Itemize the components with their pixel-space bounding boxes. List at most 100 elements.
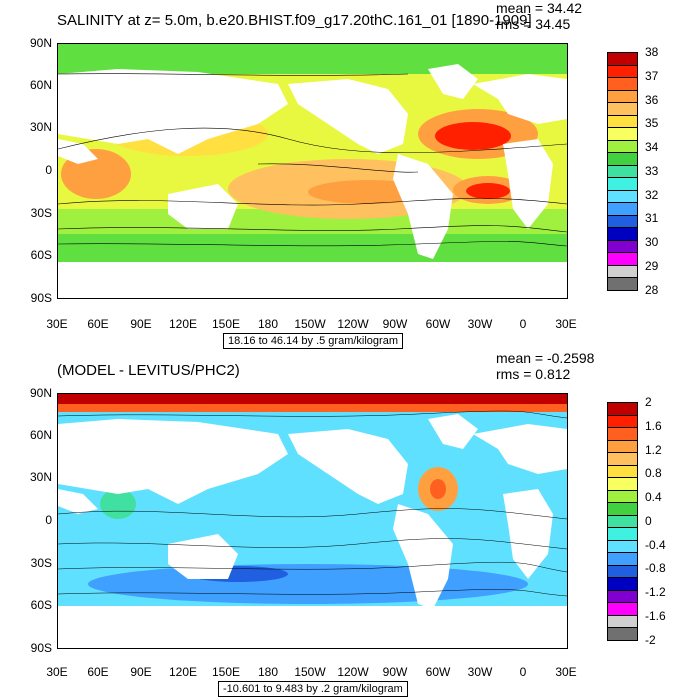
colorbar-box: [608, 428, 637, 441]
colorbar-box: [608, 253, 637, 266]
panel2-xtick: 60E: [87, 665, 109, 679]
colorbar-box: [608, 615, 637, 628]
colorbar-label: 28: [645, 282, 659, 297]
panel2-title: (MODEL - LEVITUS/PHC2): [57, 362, 240, 379]
colorbar-label: 35: [645, 116, 659, 131]
panel1-range-note: 18.16 to 46.14 by .5 gram/kilogram: [223, 333, 403, 349]
panel1-ytick: 30N: [29, 120, 52, 134]
colorbar-box: [608, 53, 637, 66]
colorbar-box: [608, 503, 637, 516]
panel1-ytick: 60N: [29, 78, 52, 92]
panel1-xtick: 30E: [555, 317, 577, 331]
panel1-xtick: 60W: [425, 317, 451, 331]
colorbar-box: [608, 103, 637, 116]
panel1-xtick: 30W: [467, 317, 493, 331]
colorbar-label: 29: [645, 258, 659, 273]
panel2-xtick: 30E: [46, 665, 68, 679]
colorbar-box: [608, 415, 637, 428]
panel1-xtick: 90W: [382, 317, 408, 331]
colorbar-box: [608, 490, 637, 503]
panel2-xtick: 90E: [130, 665, 152, 679]
panel2-ytick: 30N: [29, 470, 52, 484]
panel1-ytick: 60S: [30, 248, 52, 262]
colorbar-box: [608, 190, 637, 203]
colorbar-label: 0.8: [645, 466, 662, 481]
colorbar-label: -0.8: [645, 561, 666, 576]
colorbar-box: [608, 603, 637, 616]
panel2-xtick: 120E: [168, 665, 198, 679]
colorbar-label: 32: [645, 187, 659, 202]
colorbar-box: [608, 540, 637, 553]
panel2-ytick: 0: [45, 513, 52, 527]
colorbar-label: 1.6: [645, 418, 662, 433]
panel1-rms: rms = 34.45: [496, 16, 571, 32]
panel1-xtick: 60E: [87, 317, 109, 331]
panel2-ytick: 60S: [30, 598, 52, 612]
colorbar-box: [608, 478, 637, 491]
colorbar-label: 33: [645, 163, 659, 178]
colorbar-box: [608, 403, 637, 416]
panel2-xtick: 120W: [337, 665, 369, 679]
colorbar-box: [608, 215, 637, 228]
colorbar-box: [608, 240, 637, 253]
panel1-ytick: 30S: [30, 206, 52, 220]
panel1-ytick: 90S: [30, 291, 52, 305]
panel1-xtick: 180: [257, 317, 279, 331]
colorbar-label: -0.4: [645, 537, 666, 552]
panel1-xtick: 150E: [211, 317, 241, 331]
colorbar-box: [608, 140, 637, 153]
colorbar-label: -1.2: [645, 585, 666, 599]
colorbar-label: 0: [645, 513, 652, 528]
colorbar-label: 36: [645, 92, 659, 107]
colorbar-label: -2: [645, 632, 656, 647]
panel2-colorbar: [607, 402, 638, 641]
colorbar-box: [608, 228, 637, 241]
colorbar-label: 38: [645, 45, 659, 59]
colorbar-box: [608, 590, 637, 603]
panel2-ytick: 30S: [30, 556, 52, 570]
panel2-xtick: 150W: [294, 665, 326, 679]
panel1-colorbar: [607, 52, 638, 291]
colorbar-box: [608, 65, 637, 78]
colorbar-box: [608, 453, 637, 466]
colorbar-box: [608, 515, 637, 528]
panel2-xtick: 30E: [555, 665, 577, 679]
colorbar-label: 0.4: [645, 490, 662, 504]
panel2-xtick: 150E: [211, 665, 241, 679]
panel2-xtick: 0: [519, 665, 527, 679]
colorbar-box: [608, 128, 637, 141]
panel1-mean: mean = 34.42: [496, 0, 583, 16]
colorbar-box: [608, 203, 637, 216]
colorbar-box: [608, 440, 637, 453]
panel1-ytick: 0: [45, 163, 52, 177]
panel1-title: SALINITY at z= 5.0m, b.e20.BHIST.f09_g17…: [57, 12, 532, 29]
colorbar-box: [608, 265, 637, 278]
colorbar-label: 30: [645, 235, 659, 249]
panel2-range-note: -10.601 to 9.483 by .2 gram/kilogram: [218, 681, 408, 697]
colorbar-box: [608, 153, 637, 166]
colorbar-label: 2: [645, 395, 652, 409]
colorbar-box: [608, 90, 637, 103]
colorbar-label: -1.6: [645, 608, 666, 623]
panel2-ytick: 60N: [29, 428, 52, 442]
panel1-xtick: 150W: [294, 317, 326, 331]
panel2-xtick: 60W: [425, 665, 451, 679]
panel1-xtick: 120E: [168, 317, 198, 331]
panel2-map: [57, 393, 568, 649]
colorbar-label: 37: [645, 68, 659, 83]
panel2-xtick: 180: [257, 665, 279, 679]
panel1-map: [57, 43, 568, 299]
colorbar-label: 31: [645, 211, 659, 226]
colorbar-box: [608, 553, 637, 566]
colorbar-box: [608, 178, 637, 191]
colorbar-box: [608, 278, 637, 290]
panel1-xtick: 90E: [130, 317, 152, 331]
panel1-xtick: 120W: [337, 317, 369, 331]
colorbar-label: 34: [645, 140, 659, 154]
colorbar-label: 1.2: [645, 442, 662, 457]
colorbar-box: [608, 565, 637, 578]
panel2-ytick: 90N: [29, 386, 52, 400]
panel2-ytick: 90S: [30, 641, 52, 655]
panel1-xtick: 30E: [46, 317, 68, 331]
colorbar-box: [608, 578, 637, 591]
